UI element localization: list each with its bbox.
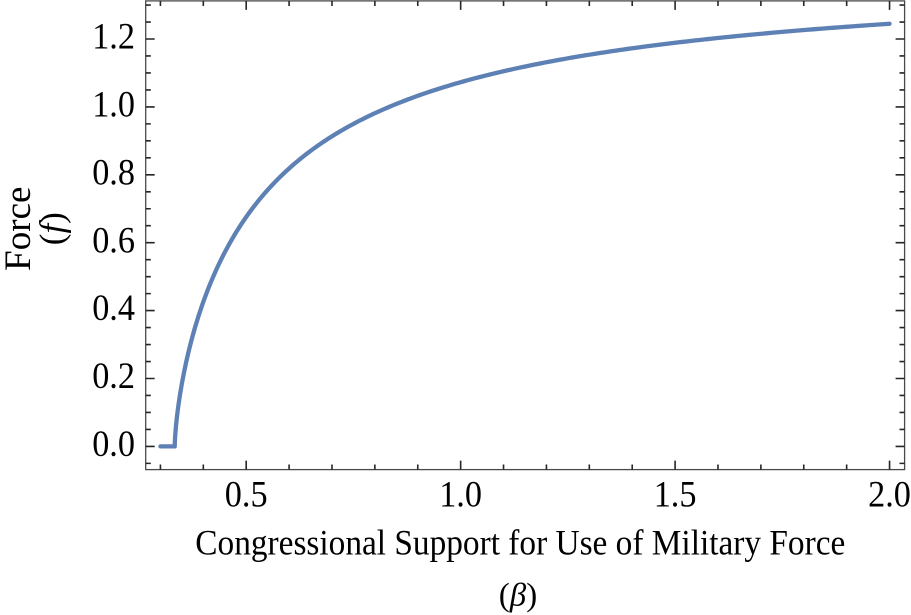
svg-text:0.8: 0.8 [92, 151, 135, 192]
svg-text:Force: Force [0, 187, 39, 271]
svg-text:Congressional Support for Use: Congressional Support for Use of Militar… [195, 523, 845, 563]
svg-text:1.5: 1.5 [654, 474, 697, 515]
svg-text:1.0: 1.0 [92, 84, 135, 125]
svg-text:0.6: 0.6 [92, 219, 135, 260]
svg-text:2.0: 2.0 [868, 474, 911, 515]
svg-text:0.2: 0.2 [92, 355, 135, 396]
svg-text:0.4: 0.4 [92, 287, 135, 328]
svg-text:0.0: 0.0 [92, 423, 135, 464]
svg-text:1.2: 1.2 [92, 16, 135, 57]
svg-text:(β): (β) [499, 577, 537, 613]
svg-text:0.5: 0.5 [225, 474, 268, 515]
svg-text:(f): (f) [33, 212, 72, 245]
svg-text:1.0: 1.0 [439, 474, 482, 515]
